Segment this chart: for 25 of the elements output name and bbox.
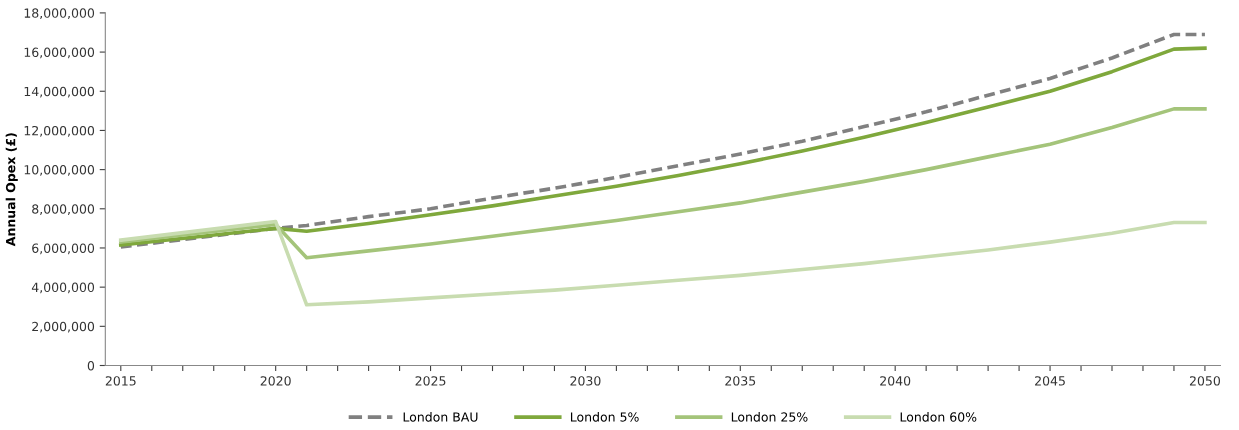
y-tick-label: 18,000,000	[24, 8, 95, 20]
legend-label: London 5%	[570, 412, 639, 422]
y-tick-label: 8,000,000	[32, 204, 95, 215]
y-tick-label: 14,000,000	[24, 86, 95, 98]
y-tick-label: 12,000,000	[24, 125, 95, 137]
x-tick-label: 2050	[1189, 376, 1220, 386]
x-tick-label: 2015	[105, 376, 136, 386]
line-series	[118, 219, 1207, 307]
x-tick-label: 2020	[260, 376, 291, 386]
x-tick-label: 2035	[725, 376, 756, 386]
legend-label: London BAU	[403, 412, 478, 422]
y-tick-label: 6,000,000	[32, 243, 95, 255]
line-series	[118, 107, 1207, 260]
x-tick-label: 2030	[570, 376, 601, 386]
y-tick-label: 16,000,000	[24, 47, 95, 59]
x-tick-label: 2025	[415, 376, 446, 386]
y-tick-label: 0	[87, 360, 95, 371]
legend-label: London 25%	[731, 412, 808, 422]
y-tick-label: 4,000,000	[31, 282, 95, 294]
y-axis-title: Annual Opex (£)	[5, 133, 18, 247]
legend-label: London 60%	[900, 412, 977, 422]
y-tick-label: 2,000,000	[32, 321, 95, 333]
x-tick-label: 2040	[880, 376, 911, 386]
x-tick-label: 2045	[1035, 376, 1065, 386]
y-tick-label: 10,000,000	[24, 165, 95, 176]
